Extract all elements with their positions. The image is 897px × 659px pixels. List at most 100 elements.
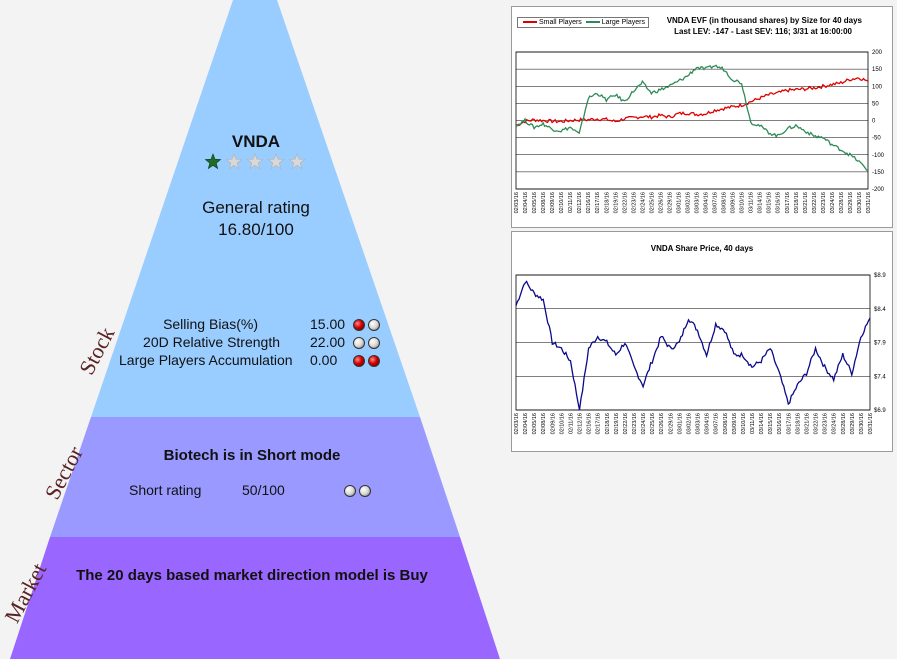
evf-chart-title: VNDA EVF (in thousand shares) by Size fo… — [666, 16, 862, 25]
x-tick-label: 03/31/16 — [868, 413, 874, 434]
x-tick-label: 02/16/16 — [586, 192, 592, 213]
series-line — [515, 64, 869, 172]
general-rating-value: 16.80/100 — [218, 220, 294, 239]
x-tick-label: 03/03/16 — [696, 413, 702, 434]
x-tick-label: 02/08/16 — [541, 192, 547, 213]
x-tick-label: 02/17/16 — [595, 192, 601, 213]
y-tick-label: -50 — [872, 136, 881, 142]
x-tick-label: 02/29/16 — [668, 413, 674, 434]
x-tick-label: 02/18/16 — [604, 192, 610, 213]
x-tick-label: 02/05/16 — [532, 192, 538, 213]
x-tick-label: 03/21/16 — [803, 192, 809, 213]
x-tick-label: 03/21/16 — [804, 413, 810, 434]
legend-swatch-large — [585, 21, 600, 24]
evf-chart-panel: Small Players Large Players VNDA EVF (in… — [511, 6, 893, 228]
y-tick-label: $8.4 — [874, 307, 886, 313]
x-tick-label: 03/10/16 — [741, 413, 747, 434]
sector-indicator — [341, 482, 371, 500]
star-rating — [203, 152, 313, 172]
x-tick-label: 02/25/16 — [650, 413, 656, 434]
x-tick-label: 02/19/16 — [613, 192, 619, 213]
metric-label: 20D Relative Strength — [143, 334, 280, 350]
x-tick-label: 03/24/16 — [832, 413, 838, 434]
x-tick-label: 02/03/16 — [514, 192, 520, 213]
x-tick-label: 02/11/16 — [568, 413, 574, 434]
y-tick-label: -200 — [872, 187, 885, 193]
sector-headline: Biotech is in Short mode — [163, 447, 341, 464]
x-tick-label: 03/16/16 — [777, 413, 783, 434]
y-tick-label: -100 — [872, 153, 885, 159]
x-tick-label: 03/02/16 — [685, 192, 691, 213]
general-rating-label: General rating — [202, 198, 310, 217]
x-tick-label: 02/24/16 — [640, 192, 646, 213]
x-tick-label: 03/29/16 — [850, 413, 856, 434]
x-tick-label: 03/11/16 — [749, 192, 755, 213]
x-tick-label: 03/08/16 — [723, 413, 729, 434]
x-tick-label: 03/10/16 — [740, 192, 746, 213]
y-tick-label: 150 — [872, 67, 883, 73]
x-tick-label: 02/10/16 — [559, 192, 565, 213]
metric-label: Large Players Accumulation — [119, 352, 293, 368]
x-tick-label: 03/07/16 — [714, 413, 720, 434]
evf-chart-subtitle: Last LEV: -147 - Last SEV: 116; 3/31 at … — [674, 27, 852, 36]
series-line — [515, 280, 871, 411]
x-tick-label: 02/26/16 — [658, 192, 664, 213]
x-tick-label: 02/22/16 — [622, 192, 628, 213]
x-tick-label: 02/10/16 — [559, 413, 565, 434]
x-tick-label: 03/16/16 — [776, 192, 782, 213]
x-tick-label: 03/11/16 — [750, 413, 756, 434]
x-tick-label: 03/14/16 — [758, 192, 764, 213]
x-tick-label: 02/04/16 — [523, 192, 529, 213]
x-tick-label: 03/04/16 — [704, 192, 710, 213]
x-tick-label: 03/28/16 — [841, 413, 847, 434]
x-tick-label: 03/09/16 — [731, 192, 737, 213]
x-tick-label: 03/31/16 — [866, 192, 872, 213]
x-tick-label: 03/08/16 — [722, 192, 728, 213]
x-tick-label: 02/03/16 — [514, 413, 520, 434]
x-tick-label: 02/17/16 — [596, 413, 602, 434]
x-tick-label: 03/14/16 — [759, 413, 765, 434]
white-indicator-ball — [353, 336, 365, 349]
x-tick-label: 03/02/16 — [686, 413, 692, 434]
x-tick-label: 03/23/16 — [821, 192, 827, 213]
stock-metric-row: 20D Relative Strength 22.00 — [100, 334, 400, 352]
star-empty-icon — [267, 153, 285, 170]
x-tick-label: 02/09/16 — [550, 192, 556, 213]
legend-label-large: Large Players — [601, 19, 645, 26]
x-tick-label: 03/01/16 — [677, 413, 683, 434]
star-empty-icon — [288, 153, 306, 170]
x-tick-label: 02/19/16 — [614, 413, 620, 434]
y-tick-label: 0 — [872, 119, 876, 125]
price-chart-title: VNDA Share Price, 40 days — [650, 244, 754, 253]
x-tick-label: 02/11/16 — [568, 192, 574, 213]
x-tick-label: 03/22/16 — [812, 192, 818, 213]
x-tick-label: 02/18/16 — [605, 413, 611, 434]
sector-tier — [50, 417, 460, 537]
x-tick-label: 03/28/16 — [839, 192, 845, 213]
evf-legend: Small Players Large Players — [517, 17, 649, 28]
white-indicator-ball — [368, 318, 380, 331]
x-tick-label: 03/17/16 — [785, 192, 791, 213]
x-tick-label: 03/09/16 — [732, 413, 738, 434]
x-tick-label: 03/07/16 — [713, 192, 719, 213]
price-chart-svg: $8.9$8.4$7.9$7.4$6.902/03/16 02/04/16 02/0… — [514, 273, 886, 434]
y-tick-label: $7.9 — [874, 341, 886, 347]
sector-rating-label: Short rating — [129, 482, 202, 498]
x-tick-label: 02/09/16 — [550, 413, 556, 434]
x-tick-label: 03/22/16 — [814, 413, 820, 434]
sector-rating-value: 50/100 — [242, 482, 285, 498]
x-tick-label: 03/17/16 — [786, 413, 792, 434]
x-tick-label: 02/23/16 — [632, 413, 638, 434]
y-tick-label: $7.4 — [874, 374, 886, 380]
y-tick-label: 50 — [872, 101, 879, 107]
legend-label-small: Small Players — [539, 19, 582, 26]
x-tick-label: 02/04/16 — [523, 413, 529, 434]
evf-chart-svg: 200 150 100 50 0 -50 -100 -150 -200 02/03/16 02/04… — [514, 50, 885, 213]
x-tick-label: 03/29/16 — [848, 192, 854, 213]
y-tick-label: 100 — [872, 84, 883, 90]
x-tick-label: 03/24/16 — [830, 192, 836, 213]
x-tick-label: 02/08/16 — [541, 413, 547, 434]
y-tick-label: -150 — [872, 170, 885, 176]
x-tick-label: 03/23/16 — [823, 413, 829, 434]
x-tick-label: 02/05/16 — [532, 413, 538, 434]
